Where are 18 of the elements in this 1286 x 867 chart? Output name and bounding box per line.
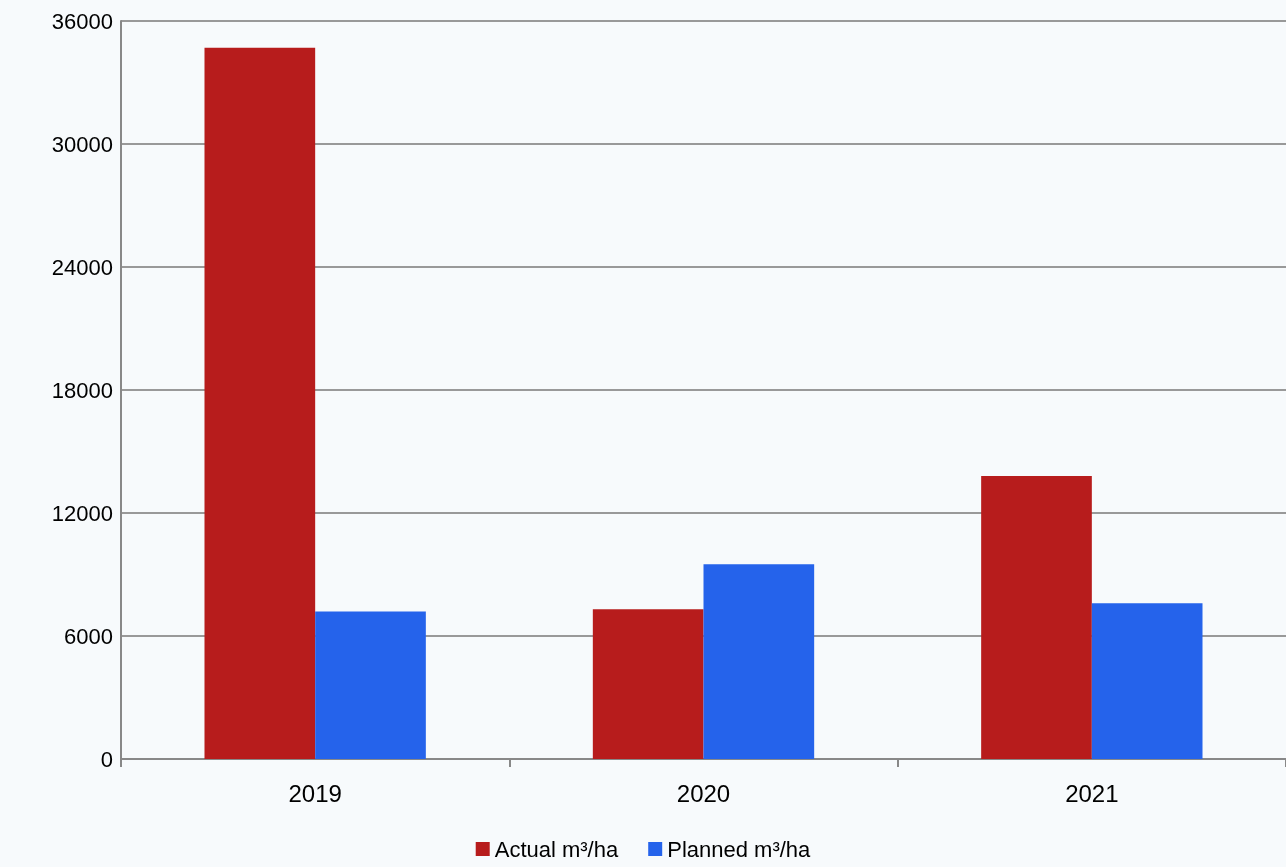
legend-label: Actual m³/ha (494, 836, 619, 862)
bar (315, 611, 426, 759)
y-tick-label: 24000 (51, 254, 113, 280)
y-tick-label: 0 (100, 746, 113, 772)
y-tick-label: 30000 (51, 131, 113, 157)
y-tick-label: 36000 (51, 8, 113, 34)
bar (703, 564, 815, 759)
y-tick-label: 12000 (51, 500, 113, 526)
bar (592, 609, 704, 759)
bar (1091, 603, 1203, 759)
bar (204, 47, 316, 759)
y-tick-label: 6000 (64, 623, 113, 649)
x-tick-label: 2021 (1065, 779, 1119, 807)
x-tick-label: 2019 (288, 779, 342, 807)
legend-label: Planned m³/ha (667, 836, 812, 862)
y-tick-label: 18000 (51, 377, 113, 403)
bar (981, 476, 1092, 759)
x-tick-label: 2020 (676, 779, 731, 807)
